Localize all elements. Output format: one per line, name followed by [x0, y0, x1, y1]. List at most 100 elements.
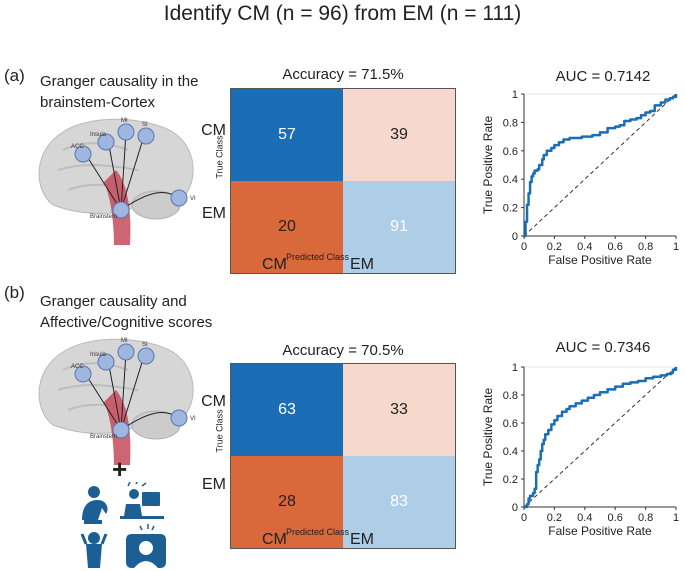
auc-title-a: AUC = 0.7142	[555, 68, 651, 85]
x-tick-label-a-5: 1	[673, 241, 679, 253]
panel-a-label: (a)	[4, 66, 25, 85]
insula-label-a: Insula	[90, 132, 107, 138]
y-tick-label-a-3: 0.6	[503, 146, 518, 158]
true-class-label-a: True Class	[214, 135, 225, 179]
brain-diagram-b: ACC Insula MI SI VI Brainstem	[38, 338, 196, 465]
cm-cell-tn-b: 83	[343, 456, 455, 548]
y-tick-label-b-3: 0.6	[503, 418, 518, 430]
mi-label-b: MI	[121, 338, 128, 344]
x-tick-label-b-1: 0.2	[547, 512, 562, 524]
x-tick-label-b-0: 0	[521, 512, 527, 524]
predicted-class-label-b: Predicted Class	[286, 527, 350, 537]
y-axis-label-b: True Positive Rate	[481, 388, 495, 487]
roc-series-b-0	[524, 367, 678, 509]
col-label-cm-b: CM	[262, 531, 287, 548]
vi-label-b: VI	[190, 416, 196, 422]
confusion-matrix-b: 63 33 28 83	[230, 363, 456, 549]
frustrated-desk-worker-icon	[120, 482, 164, 519]
cm-cell-tp-a: 57	[231, 89, 343, 181]
roc-chart-b: 00 0.2 0.2 0.4 0.4 0.6 0.6 0.8 0.8 1 1 False Positi…	[481, 362, 679, 538]
panel-a-desc-line2: brainstem-Cortex	[40, 94, 156, 111]
y-tick-label-a-5: 1	[512, 89, 518, 101]
figure-title: Identify CM (n = 96) from EM (n = 111)	[163, 2, 522, 25]
cm-cell-fp-b: 28	[231, 456, 343, 548]
x-tick-label-a-4: 0.8	[638, 241, 653, 253]
y-tick-label-b-0: 0	[512, 502, 518, 514]
brainstem-label-a: Brainstem	[90, 214, 117, 220]
panel-b-desc-line1: Granger causality and	[40, 293, 187, 310]
confusion-matrix-a: 57 39 20 91	[230, 88, 456, 274]
cm-cell-fp-a: 20	[231, 181, 343, 273]
y-tick-label-b-4: 0.8	[503, 390, 518, 402]
x-tick-label-a-0: 0	[521, 241, 527, 253]
vi-node-a	[170, 189, 188, 207]
mi-node-a	[117, 123, 135, 141]
x-tick-label-b-3: 0.6	[608, 512, 623, 524]
y-tick-label-b-2: 0.4	[503, 446, 518, 458]
acc-node-a	[74, 145, 92, 163]
insula-node-a	[97, 133, 115, 151]
x-tick-label-b-4: 0.8	[638, 512, 653, 524]
panel-b-desc-line2: Affective/Cognitive scores	[40, 314, 213, 331]
mi-label-a: MI	[121, 118, 128, 124]
y-tick-label-a-2: 0.4	[503, 174, 518, 186]
vi-node-b	[170, 409, 188, 427]
y-tick-label-b-5: 1	[512, 362, 518, 374]
y-tick-label-b-1: 0.2	[503, 474, 518, 486]
cm-cell-tn-a: 91	[343, 181, 455, 273]
x-tick-label-a-1: 0.2	[547, 241, 562, 253]
si-label-a: SI	[142, 122, 148, 128]
row-label-cm-b: CM	[201, 393, 226, 410]
auc-title-b: AUC = 0.7346	[555, 339, 651, 356]
y-tick-label-a-0: 0	[512, 231, 518, 243]
si-label-b: SI	[142, 342, 148, 348]
accuracy-title-a: Accuracy = 71.5%	[282, 66, 404, 83]
x-tick-label-b-5: 1	[673, 512, 679, 524]
cm-cell-tp-b: 63	[231, 364, 343, 456]
true-class-label-b: True Class	[214, 409, 225, 453]
panel-a-description: Granger causality in the brainstem-Corte…	[40, 71, 198, 113]
predicted-class-label-a: Predicted Class	[286, 252, 350, 262]
si-node-b	[137, 347, 155, 365]
cm-cell-fn-a: 39	[343, 89, 455, 181]
row-label-em-b: EM	[202, 476, 226, 493]
col-label-cm-a: CM	[262, 256, 287, 273]
acc-label-a: ACC	[71, 144, 84, 150]
affective-cognitive-icons	[80, 482, 166, 568]
brainstem-node-a	[112, 201, 130, 219]
x-tick-label-a-3: 0.6	[608, 241, 623, 253]
brain-diagram-a: ACC Insula MI SI VI Brainstem	[38, 118, 196, 245]
mi-node-b	[117, 343, 135, 361]
col-label-em-b: EM	[350, 531, 374, 548]
brain-stress-monitor-icon	[126, 524, 166, 568]
chance-line-b	[523, 366, 677, 508]
x-tick-label-b-2: 0.4	[577, 512, 592, 524]
y-tick-label-a-4: 0.8	[503, 117, 518, 129]
insula-label-b: Insula	[90, 352, 107, 358]
roc-series-a-0	[524, 94, 678, 238]
panel-a-desc-line1: Granger causality in the	[40, 73, 199, 90]
si-node-a	[137, 127, 155, 145]
panel-b-description: Granger causality and Affective/Cognitiv…	[40, 291, 212, 333]
x-tick-label-a-2: 0.4	[577, 241, 592, 253]
anxious-person-icon	[80, 532, 108, 568]
row-label-cm-a: CM	[201, 122, 226, 139]
plus-sign: +	[112, 454, 128, 484]
brainstem-label-b: Brainstem	[90, 434, 117, 440]
x-axis-label-b: False Positive Rate	[548, 524, 652, 538]
brainstem-node-b	[112, 421, 130, 439]
stressed-person-icon	[82, 486, 108, 524]
chance-line-a	[523, 93, 677, 237]
roc-chart-a: 00 0.2 0.2 0.4 0.4 0.6 0.6 0.8 0.8 1 1 False Positi…	[481, 89, 679, 267]
accuracy-title-b: Accuracy = 70.5%	[282, 342, 404, 359]
y-tick-label-a-1: 0.2	[503, 203, 518, 215]
vi-label-a: VI	[190, 196, 196, 202]
acc-node-b	[74, 365, 92, 383]
row-label-em-a: EM	[202, 205, 226, 222]
x-axis-label-a: False Positive Rate	[548, 253, 652, 267]
acc-label-b: ACC	[71, 364, 84, 370]
y-axis-label-a: True Positive Rate	[481, 116, 495, 215]
insula-node-b	[97, 353, 115, 371]
cm-cell-fn-b: 33	[343, 364, 455, 456]
col-label-em-a: EM	[350, 256, 374, 273]
